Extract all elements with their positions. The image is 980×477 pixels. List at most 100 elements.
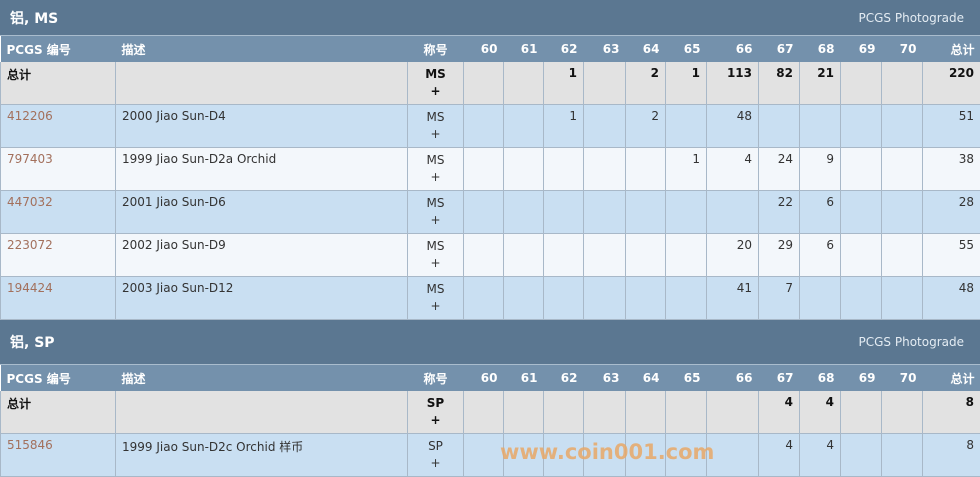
plus-toggle[interactable]: + xyxy=(414,169,457,186)
grade-count xyxy=(504,105,544,148)
grade-count[interactable]: 4 xyxy=(759,391,800,434)
column-header[interactable]: 描述 xyxy=(116,36,408,62)
designation-label: MS xyxy=(414,195,457,212)
column-header[interactable]: 69 xyxy=(841,365,882,391)
grade-count xyxy=(841,234,882,277)
grade-count[interactable]: 4 xyxy=(800,391,841,434)
column-header[interactable]: 描述 xyxy=(116,365,408,391)
grade-count[interactable]: 7 xyxy=(759,277,800,320)
grade-count[interactable]: 21 xyxy=(800,62,841,105)
designation-label: MS xyxy=(414,66,457,83)
grade-count[interactable]: 4 xyxy=(707,148,759,191)
grade-count xyxy=(544,277,584,320)
column-header[interactable]: 64 xyxy=(626,36,666,62)
column-header[interactable]: 67 xyxy=(759,36,800,62)
column-header[interactable]: 61 xyxy=(504,365,544,391)
grade-count[interactable]: 1 xyxy=(544,62,584,105)
grade-count xyxy=(882,105,923,148)
pcgs-number-link[interactable]: 412206 xyxy=(7,109,53,123)
pcgs-number-link[interactable]: 797403 xyxy=(7,152,53,166)
grade-count xyxy=(584,391,626,434)
grade-count[interactable]: 2 xyxy=(626,62,666,105)
grade-count xyxy=(464,434,504,477)
designation-label: MS xyxy=(414,109,457,126)
column-header[interactable]: 称号 xyxy=(408,36,464,62)
column-header[interactable]: 61 xyxy=(504,36,544,62)
designation-label: SP xyxy=(414,438,457,455)
description: 2002 Jiao Sun-D9 xyxy=(116,234,408,277)
column-header[interactable]: 63 xyxy=(584,36,626,62)
pcgs-number-link[interactable]: 515846 xyxy=(7,438,53,452)
plus-toggle[interactable]: + xyxy=(414,412,457,429)
grade-count xyxy=(759,105,800,148)
plus-toggle[interactable]: + xyxy=(414,455,457,472)
pcgs-number-link[interactable]: 194424 xyxy=(7,281,53,295)
grade-count[interactable]: 82 xyxy=(759,62,800,105)
column-header[interactable]: 60 xyxy=(464,36,504,62)
plus-toggle[interactable]: + xyxy=(414,255,457,272)
description: 2003 Jiao Sun-D12 xyxy=(116,277,408,320)
column-header[interactable]: 68 xyxy=(800,36,841,62)
column-header[interactable]: 70 xyxy=(882,365,923,391)
grade-count[interactable]: 48 xyxy=(707,105,759,148)
grade-count xyxy=(707,191,759,234)
grade-count[interactable]: 113 xyxy=(707,62,759,105)
column-header[interactable]: 65 xyxy=(666,365,707,391)
grade-count xyxy=(841,391,882,434)
grade-count[interactable]: 20 xyxy=(707,234,759,277)
column-header[interactable]: 69 xyxy=(841,36,882,62)
grade-count xyxy=(626,191,666,234)
grade-count[interactable]: 29 xyxy=(759,234,800,277)
column-header[interactable]: PCGS 编号 xyxy=(1,36,116,62)
column-header[interactable]: 66 xyxy=(707,36,759,62)
grade-count[interactable]: 22 xyxy=(759,191,800,234)
row-total: 220 xyxy=(923,62,980,105)
plus-toggle[interactable]: + xyxy=(414,83,457,100)
designation: MS+ xyxy=(408,62,464,105)
column-header[interactable]: 68 xyxy=(800,365,841,391)
grade-count[interactable]: 1 xyxy=(666,148,707,191)
photograde-link[interactable]: PCGS Photograde xyxy=(859,11,964,25)
grade-count[interactable]: 6 xyxy=(800,191,841,234)
grade-count xyxy=(544,234,584,277)
plus-toggle[interactable]: + xyxy=(414,126,457,143)
grade-count xyxy=(666,277,707,320)
grade-count[interactable]: 1 xyxy=(666,62,707,105)
column-header[interactable]: 63 xyxy=(584,365,626,391)
grade-count[interactable]: 9 xyxy=(800,148,841,191)
grade-count[interactable]: 4 xyxy=(800,434,841,477)
grade-count[interactable]: 24 xyxy=(759,148,800,191)
column-header[interactable]: 70 xyxy=(882,36,923,62)
grade-count xyxy=(504,234,544,277)
grade-count xyxy=(882,148,923,191)
grade-count[interactable]: 6 xyxy=(800,234,841,277)
column-header[interactable]: 62 xyxy=(544,36,584,62)
grade-count[interactable]: 1 xyxy=(544,105,584,148)
pcgs-number-link[interactable]: 223072 xyxy=(7,238,53,252)
grade-count[interactable]: 2 xyxy=(626,105,666,148)
column-header[interactable]: 总计 xyxy=(923,365,980,391)
grade-count xyxy=(584,105,626,148)
column-header[interactable]: 62 xyxy=(544,365,584,391)
description: 2000 Jiao Sun-D4 xyxy=(116,105,408,148)
photograde-link[interactable]: PCGS Photograde xyxy=(859,335,964,349)
grade-count[interactable]: 4 xyxy=(759,434,800,477)
plus-toggle[interactable]: + xyxy=(414,212,457,229)
column-header[interactable]: 称号 xyxy=(408,365,464,391)
grade-count[interactable]: 41 xyxy=(707,277,759,320)
column-header[interactable]: 60 xyxy=(464,365,504,391)
column-header[interactable]: 66 xyxy=(707,365,759,391)
column-header[interactable]: 总计 xyxy=(923,36,980,62)
pcgs-number-link[interactable]: 447032 xyxy=(7,195,53,209)
column-header[interactable]: 67 xyxy=(759,365,800,391)
plus-toggle[interactable]: + xyxy=(414,298,457,315)
column-header[interactable]: 64 xyxy=(626,365,666,391)
grade-count xyxy=(666,391,707,434)
column-header[interactable]: 65 xyxy=(666,36,707,62)
designation: SP+ xyxy=(408,391,464,434)
column-header[interactable]: PCGS 编号 xyxy=(1,365,116,391)
